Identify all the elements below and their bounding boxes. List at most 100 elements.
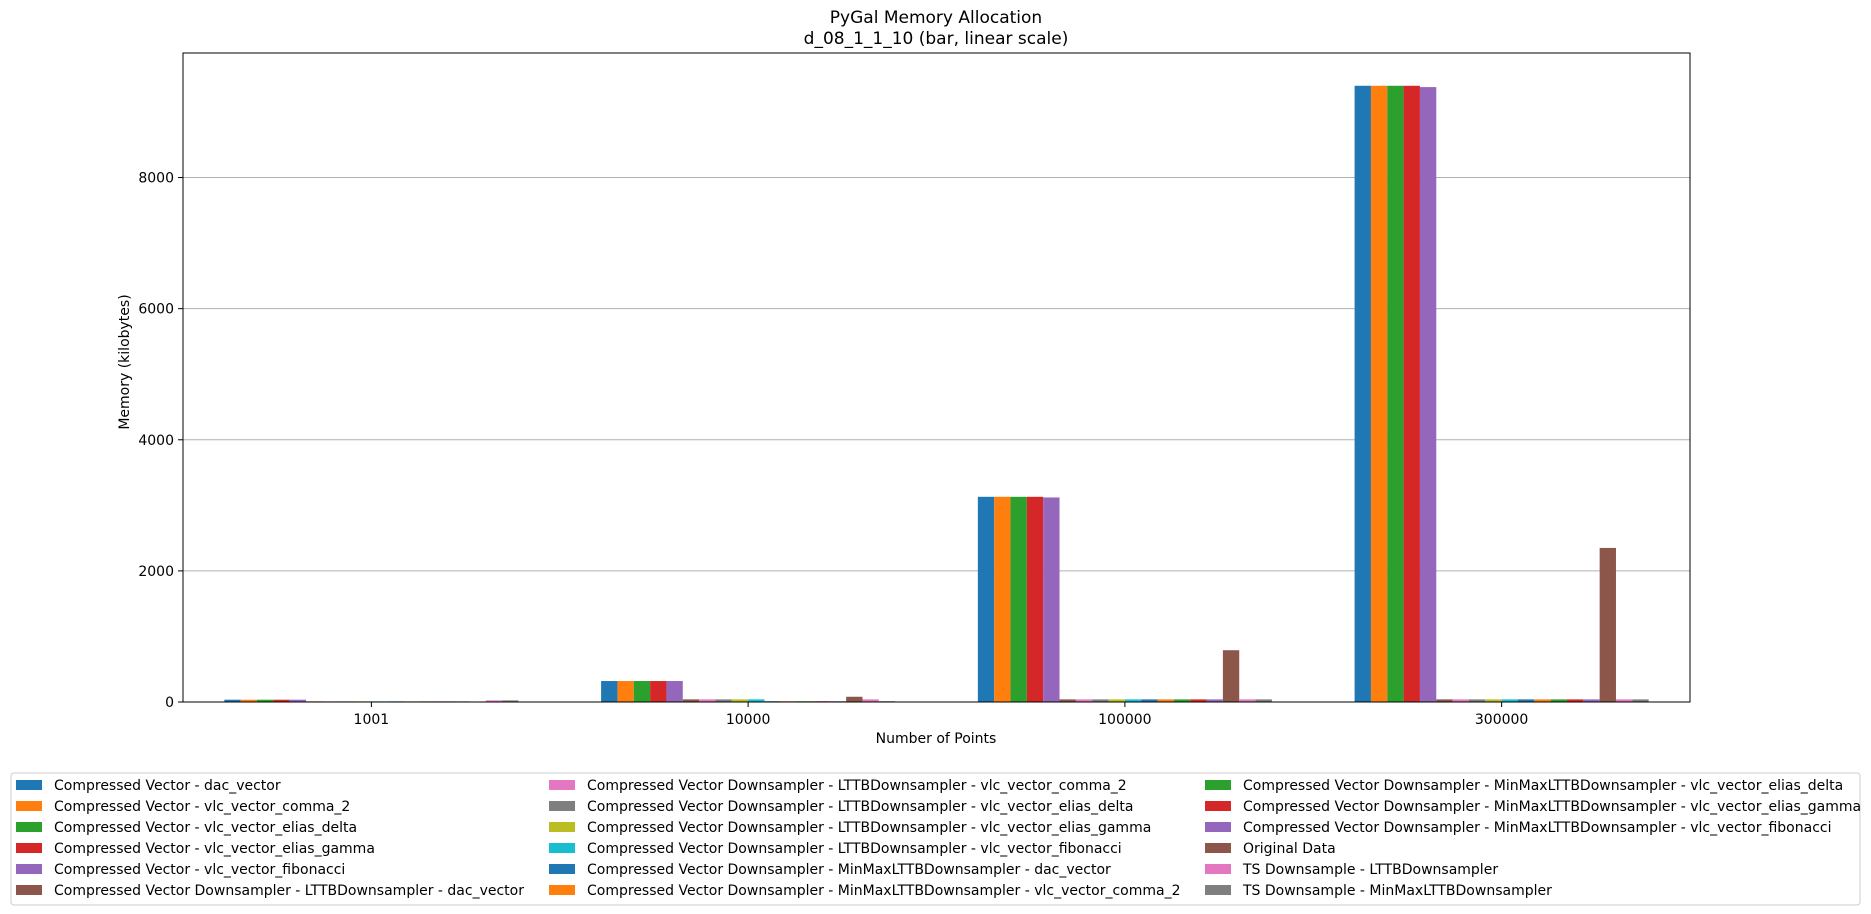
bar: [1534, 699, 1551, 702]
legend-entry-label: Compressed Vector Downsampler - LTTBDown…: [587, 820, 1151, 836]
bar: [994, 496, 1011, 702]
legend-swatch: [1205, 780, 1231, 790]
legend-swatch: [1205, 843, 1231, 853]
bar: [682, 699, 700, 702]
legend-swatch: [1205, 822, 1231, 832]
bar: [1010, 496, 1027, 702]
x-axis-ticks: 1001 10000 100000 300000: [354, 702, 1528, 728]
gridlines: [183, 177, 1690, 572]
bar: [1222, 650, 1240, 702]
bar: [1124, 699, 1142, 702]
plot-frame: [182, 52, 1691, 703]
legend-swatch: [1205, 885, 1231, 895]
bar: [502, 700, 519, 702]
x-tick-label: 300000: [1475, 712, 1528, 728]
y-tick-label: 8000: [138, 171, 174, 187]
bar: [1059, 699, 1076, 702]
legend-swatch: [16, 780, 42, 790]
bar: [1615, 699, 1633, 702]
bar: [1501, 699, 1518, 702]
bar: [1173, 699, 1191, 702]
x-tick-label: 100000: [1098, 712, 1151, 728]
bar: [1436, 699, 1453, 702]
legend-entry-label: Compressed Vector Downsampler - LTTBDown…: [54, 883, 524, 899]
legend: Compressed Vector - dac_vector Compressed…: [10, 772, 1861, 906]
legend-entry-label: Compressed Vector - vlc_vector_comma_2: [54, 799, 350, 815]
bar: [1419, 87, 1437, 703]
legend-entry-label: Compressed Vector - vlc_vector_fibonacci: [54, 862, 345, 878]
bar: [1075, 699, 1093, 702]
bar: [748, 699, 765, 702]
bar: [1026, 496, 1044, 702]
bar: [977, 496, 995, 702]
bar: [617, 681, 634, 702]
legend-entry-label: Compressed Vector - vlc_vector_elias_gam…: [54, 841, 375, 857]
bar: [289, 699, 307, 702]
y-tick-label: 4000: [138, 433, 174, 449]
legend-swatch: [549, 801, 575, 811]
bar: [601, 681, 618, 702]
legend-entry-label: Compressed Vector Downsampler - MinMaxLT…: [587, 883, 1181, 899]
legend-entry-label: TS Downsample - LTTBDownsampler: [1242, 862, 1498, 878]
bar: [1370, 85, 1388, 703]
bar: [1239, 699, 1256, 702]
legend-entry-label: Original Data: [1243, 841, 1336, 857]
bar: [1043, 497, 1060, 702]
legend-swatch: [16, 885, 42, 895]
bar: [1092, 699, 1109, 702]
legend-swatch: [16, 843, 42, 853]
bar: [1157, 699, 1174, 702]
bar: [257, 699, 274, 702]
x-tick-label: 1001: [354, 712, 390, 728]
bar: [731, 699, 749, 702]
bar: [1452, 699, 1469, 702]
bar: [1190, 699, 1207, 702]
bar: [1583, 699, 1600, 702]
bar: [633, 681, 651, 702]
bar: [485, 700, 503, 702]
bar: [666, 681, 683, 702]
y-axis-ticks: 0 2000 4000 6000 8000: [138, 171, 183, 711]
bar: [273, 699, 290, 702]
legend-swatch: [549, 822, 575, 832]
legend-entry-label: Compressed Vector Downsampler - LTTBDown…: [587, 778, 1127, 794]
x-tick-label: 10000: [726, 712, 771, 728]
legend-entry-label: Compressed Vector Downsampler - MinMaxLT…: [1243, 820, 1832, 836]
legend-entry-label: Compressed Vector Downsampler - LTTBDown…: [587, 799, 1133, 815]
x-axis-label: Number of Points: [876, 731, 997, 747]
legend-swatch: [1205, 801, 1231, 811]
legend-entry-label: Compressed Vector Downsampler - MinMaxLT…: [1243, 799, 1861, 815]
legend-swatch: [549, 885, 575, 895]
bars: [224, 85, 1649, 703]
legend-swatch: [549, 843, 575, 853]
bar: [715, 699, 732, 702]
bar: [862, 699, 879, 702]
bar: [1632, 699, 1649, 702]
legend-entry-label: Compressed Vector Downsampler - LTTBDown…: [587, 841, 1122, 857]
bar: [1599, 547, 1616, 702]
bar: [240, 699, 258, 702]
bar: [224, 699, 241, 702]
legend-entry-label: Compressed Vector - vlc_vector_elias_del…: [54, 820, 357, 836]
y-axis-label: Memory (kilobytes): [117, 294, 133, 429]
bar: [1387, 85, 1404, 703]
y-tick-label: 2000: [138, 564, 174, 580]
chart-title: PyGal Memory Allocation: [830, 8, 1042, 28]
bar: [650, 681, 667, 702]
legend-entry-label: TS Downsample - MinMaxLTTBDownsampler: [1242, 883, 1552, 899]
bar: [1206, 699, 1223, 702]
legend-entry-label: Compressed Vector - dac_vector: [54, 778, 281, 794]
bar: [1550, 699, 1567, 702]
legend-swatch: [1205, 864, 1231, 874]
bar: [1141, 699, 1158, 702]
bar: [1468, 699, 1486, 702]
bar: [846, 696, 863, 702]
bar: [699, 699, 716, 702]
legend-swatch: [549, 864, 575, 874]
legend-swatch: [549, 780, 575, 790]
legend-entry-label: Compressed Vector Downsampler - MinMaxLT…: [1243, 778, 1843, 794]
legend-entry-label: Compressed Vector Downsampler - MinMaxLT…: [587, 862, 1111, 878]
bar: [1255, 699, 1272, 702]
chart-subtitle: d_08_1_1_10 (bar, linear scale): [804, 29, 1069, 49]
